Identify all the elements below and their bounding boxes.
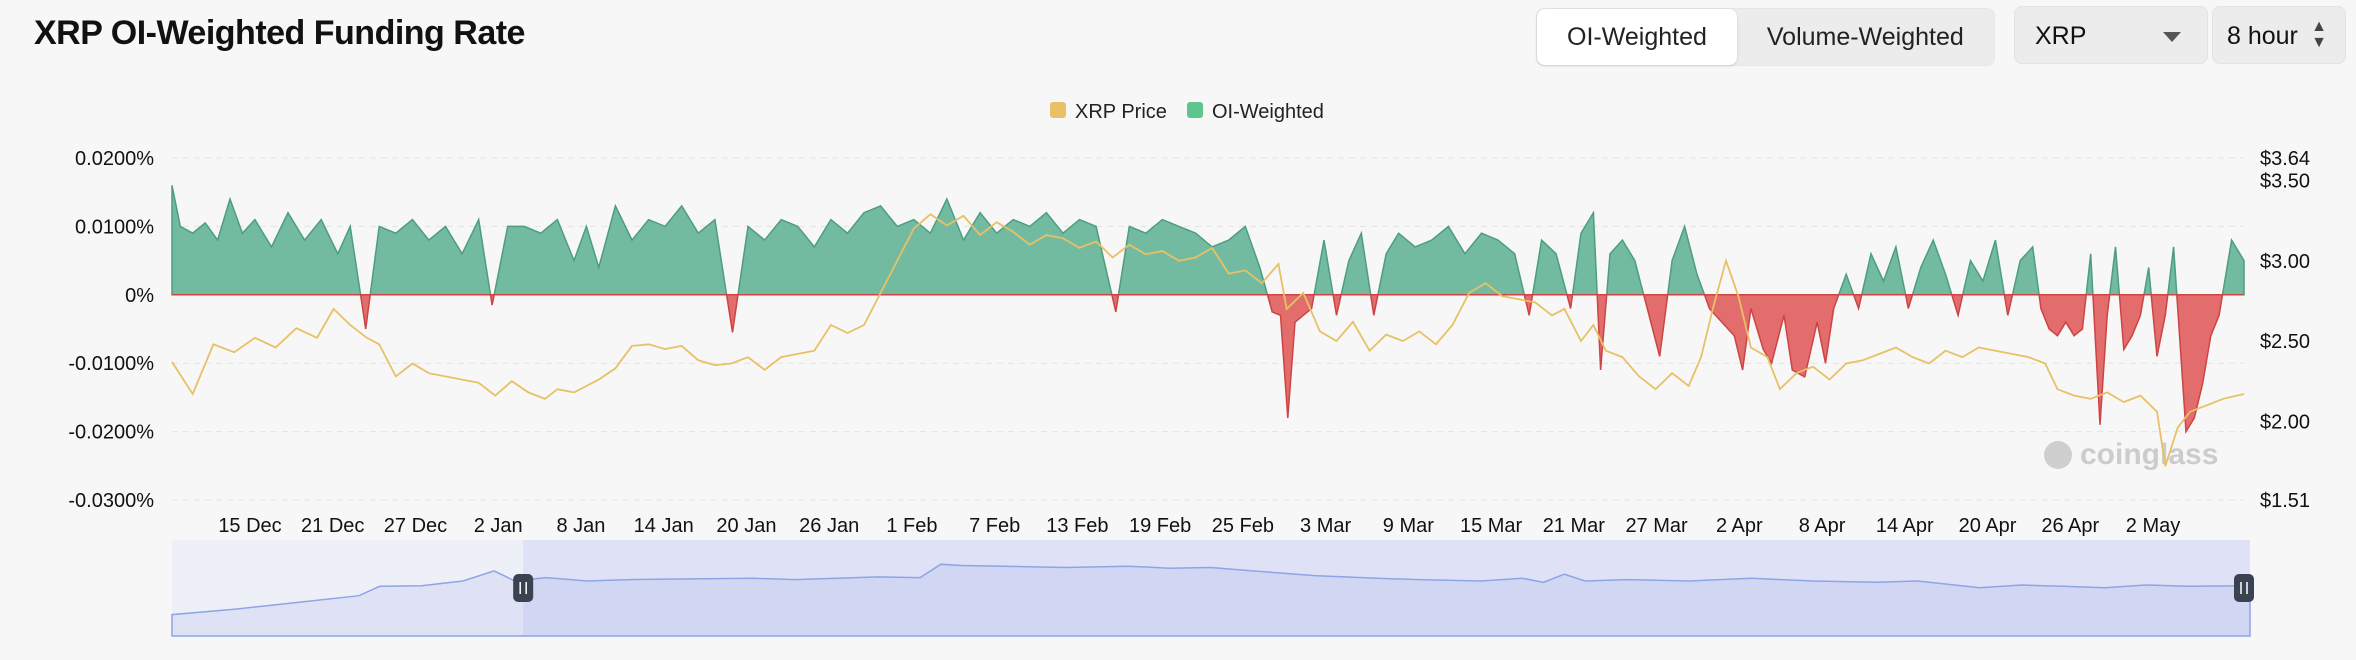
x-tick-label: 8 Jan — [556, 515, 605, 537]
y-right-tick-label: $1.51 — [2260, 490, 2310, 512]
coin-select-value: XRP — [2035, 22, 2087, 50]
price-line — [171, 213, 2245, 467]
x-tick-label: 21 Dec — [301, 515, 364, 537]
left-axis: 0.0200% 0.0100% 0% -0.0100% -0.0200% -0.0300% — [68, 148, 154, 512]
x-tick-label: 14 Apr — [1876, 515, 1934, 537]
x-tick-label: 9 Mar — [1383, 515, 1434, 537]
x-tick-label: 14 Jan — [634, 515, 694, 537]
legend-swatch — [1187, 102, 1203, 118]
tab-volume-weighted[interactable]: Volume-Weighted — [1766, 23, 1964, 51]
chart-legend: XRP Price OI-Weighted — [1050, 101, 1324, 123]
interval-select-value: 8 hour — [2227, 22, 2298, 50]
price-series — [171, 213, 2245, 467]
y-left-tick-label: 0.0200% — [75, 148, 154, 170]
navigator-left-handle[interactable] — [513, 574, 534, 602]
y-right-tick-label: $2.50 — [2260, 331, 2310, 353]
y-right-tick-label: $3.50 — [2260, 170, 2310, 192]
coinglass-logo-icon — [2044, 441, 2072, 469]
y-right-tick-label: $2.00 — [2260, 411, 2310, 433]
tab-oi-weighted[interactable]: OI-Weighted — [1537, 9, 1737, 65]
y-right-tick-label: $3.64 — [2260, 148, 2310, 170]
x-tick-label: 2 May — [2126, 515, 2180, 537]
y-left-tick-label: 0% — [125, 285, 154, 307]
chart-grid — [172, 157, 2244, 501]
x-tick-label: 19 Feb — [1129, 515, 1191, 537]
legend-label[interactable]: XRP Price — [1075, 101, 1167, 123]
chevron-down-icon — [2163, 32, 2181, 42]
coinglass-watermark: coinglass — [2044, 438, 2218, 471]
x-tick-label: 15 Dec — [218, 515, 281, 537]
positive-funding-area — [171, 185, 2245, 296]
x-tick-label: 15 Mar — [1460, 515, 1523, 537]
y-left-tick-label: -0.0100% — [68, 353, 154, 375]
x-tick-label: 27 Dec — [384, 515, 447, 537]
legend-label[interactable]: OI-Weighted — [1212, 101, 1324, 123]
right-axis: $3.64$3.50 $3.00 $2.50 $2.00 $1.51 — [2260, 148, 2310, 512]
x-tick-label: 13 Feb — [1046, 515, 1108, 537]
y-left-tick-label: -0.0200% — [68, 422, 154, 444]
x-tick-label: 27 Mar — [1625, 515, 1688, 537]
x-tick-label: 8 Apr — [1799, 515, 1846, 537]
up-down-arrows-icon: ▲ ▼ — [2311, 18, 2327, 51]
x-tick-label: 2 Apr — [1716, 515, 1763, 537]
y-right-tick-label: $3.00 — [2260, 251, 2310, 273]
navigator-right-handle[interactable] — [2234, 574, 2254, 602]
x-tick-label: 20 Jan — [716, 515, 776, 537]
navigator-selection[interactable] — [523, 540, 2250, 636]
x-tick-label: 21 Mar — [1543, 515, 1606, 537]
range-navigator — [171, 540, 2254, 637]
legend-swatch — [1050, 102, 1066, 118]
funding-series — [171, 185, 2245, 435]
x-tick-label: 25 Feb — [1212, 515, 1274, 537]
x-axis: 15 Dec 21 Dec 27 Dec 2 Jan 8 Jan 14 Jan 20 Jan… — [218, 515, 2180, 537]
x-tick-label: 1 Feb — [886, 515, 937, 537]
coin-select[interactable]: XRP — [2014, 6, 2208, 64]
x-tick-label: 26 Jan — [799, 515, 859, 537]
watermark-text: coinglass — [2080, 438, 2218, 471]
y-left-tick-label: 0.0100% — [75, 216, 154, 238]
interval-select[interactable]: 8 hour ▲ ▼ — [2212, 6, 2346, 64]
page-title: XRP OI-Weighted Funding Rate — [34, 14, 525, 52]
x-tick-label: 3 Mar — [1300, 515, 1351, 537]
x-tick-label: 20 Apr — [1959, 515, 2017, 537]
x-tick-label: 7 Feb — [969, 515, 1020, 537]
weighting-toggle: OI-Weighted Volume-Weighted — [1536, 8, 1995, 66]
navigator-series — [171, 563, 2251, 637]
negative-funding-area — [172, 294, 2244, 435]
y-left-tick-label: -0.0300% — [68, 490, 154, 512]
x-tick-label: 26 Apr — [2041, 515, 2099, 537]
x-tick-label: 2 Jan — [474, 515, 523, 537]
